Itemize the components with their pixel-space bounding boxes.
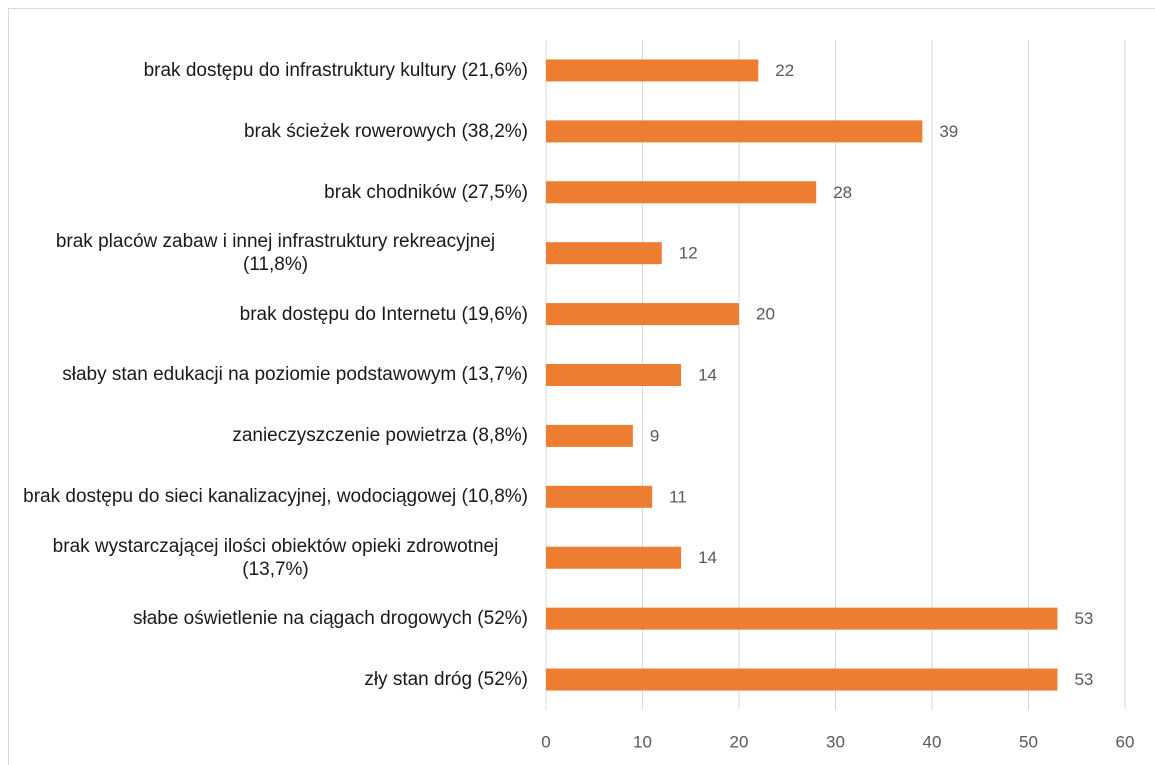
category-label-box: słaby stan edukacji na poziomie podstawo… <box>10 345 528 406</box>
data-label: 39 <box>939 122 958 141</box>
bar <box>546 364 682 386</box>
category-label-box: słabe oświetlenie na ciągach drogowych (… <box>10 588 528 649</box>
x-tick-label: 0 <box>541 732 550 751</box>
data-label: 20 <box>756 305 775 324</box>
y-tick-label: brak ścieżek rowerowych (38,2%) <box>243 120 528 142</box>
bar <box>546 120 923 143</box>
data-label: 28 <box>833 183 852 202</box>
data-label: 53 <box>1074 670 1093 689</box>
chart-border <box>8 8 1155 765</box>
x-tick-label: 50 <box>1019 732 1038 751</box>
category-label-box: brak chodników (27,5%) <box>10 162 528 223</box>
data-label: 14 <box>698 548 717 567</box>
category-label-box: brak dostępu do infrastruktury kultury (… <box>10 40 528 101</box>
bar <box>546 485 653 508</box>
category-label-box: zanieczyszczenie powietrza (8,8%) <box>10 405 528 466</box>
data-label: 14 <box>698 365 717 384</box>
data-label: 11 <box>669 487 687 506</box>
category-label-box: brak wystarczającej ilości obiektów opie… <box>10 527 528 588</box>
bar <box>546 546 682 569</box>
y-tick-label: brak wystarczającej ilości obiektów opie… <box>52 535 499 580</box>
y-tick-label: brak dostępu do sieci kanalizacyjnej, wo… <box>23 486 528 508</box>
bar <box>546 303 739 326</box>
category-label-box: brak ścieżek rowerowych (38,2%) <box>10 101 528 162</box>
y-tick-label: brak placów zabaw i innej infrastruktury… <box>55 231 496 276</box>
x-tick-label: 40 <box>923 732 942 751</box>
x-tick-label: 10 <box>633 732 652 751</box>
x-tick-label: 60 <box>1116 732 1135 751</box>
x-tick-label: 30 <box>826 732 845 751</box>
bar <box>546 607 1058 630</box>
y-tick-label: słabe oświetlenie na ciągach drogowych (… <box>132 608 528 630</box>
category-label-box: zły stan dróg (52%) <box>10 649 528 710</box>
bar <box>546 424 633 447</box>
bar <box>546 181 817 204</box>
data-label: 53 <box>1074 609 1093 628</box>
data-label: 9 <box>650 426 659 445</box>
y-tick-label: zanieczyszczenie powietrza (8,8%) <box>232 425 528 447</box>
category-label-box: brak placów zabaw i innej infrastruktury… <box>10 223 528 284</box>
y-tick-label: brak dostępu do Internetu (19,6%) <box>239 303 528 325</box>
y-tick-label: brak chodników (27,5%) <box>324 181 528 203</box>
data-label: 12 <box>679 244 698 263</box>
bar <box>546 59 759 82</box>
y-tick-label: brak dostępu do infrastruktury kultury (… <box>143 59 528 81</box>
bar <box>546 242 662 265</box>
category-label-box: brak dostępu do sieci kanalizacyjnej, wo… <box>10 466 528 527</box>
x-tick-label: 20 <box>730 732 749 751</box>
bar <box>546 668 1058 691</box>
data-label: 22 <box>775 61 794 80</box>
y-tick-label: słaby stan edukacji na poziomie podstawo… <box>62 364 528 386</box>
category-label-box: brak dostępu do Internetu (19,6%) <box>10 284 528 345</box>
y-tick-label: zły stan dróg (52%) <box>364 669 528 691</box>
